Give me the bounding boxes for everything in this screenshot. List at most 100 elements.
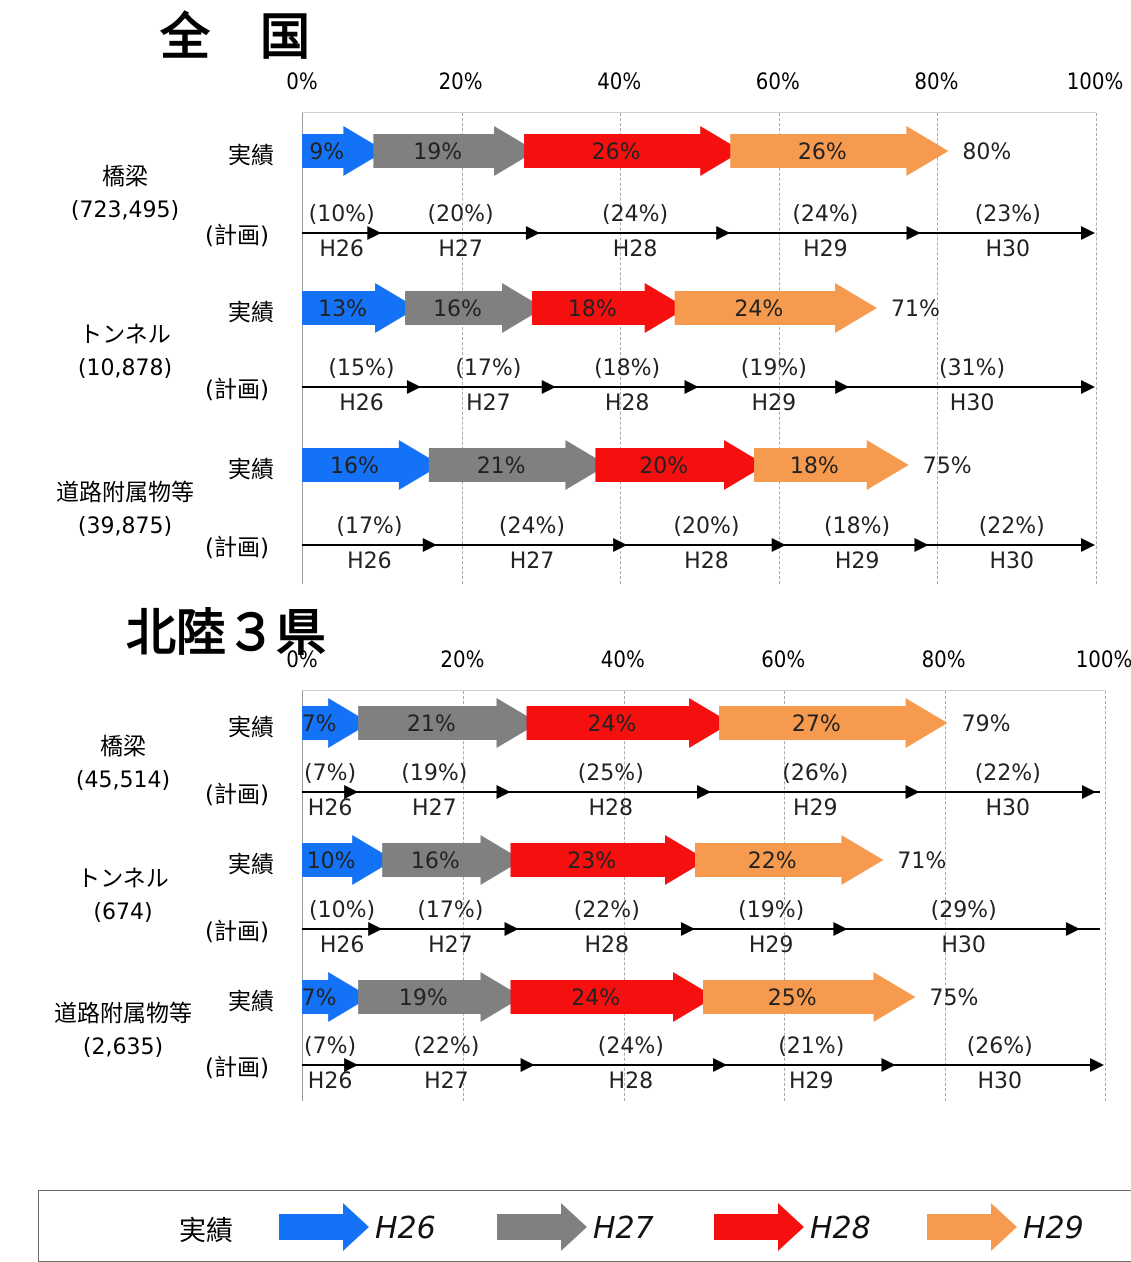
actual-arrow-h28 [524,126,743,176]
plan-value-label: (17%) [417,898,483,923]
legend-item-label: H27 [593,1211,654,1246]
category-name: 橋梁 [102,164,148,190]
plan-value-label: (22%) [975,761,1041,786]
legend-swatch-h26 [279,1203,369,1251]
plan-year-label: H26 [319,237,364,262]
plan-arrow-head [680,922,695,936]
category-name: 道路附属物等 [54,1001,192,1027]
gridline [461,113,463,584]
actual-value-label: 21% [477,454,526,479]
actual-arrow-h27 [358,972,523,1022]
plan-year-label: H26 [347,549,392,574]
row-label-actual: 実績 [228,300,274,326]
plan-year-label: H30 [941,933,986,958]
legend-item-label: H28 [810,1211,871,1246]
plan-year-label: H27 [466,391,511,416]
actual-value-label: 16% [411,849,460,874]
plan-value-label: (19%) [741,356,807,381]
plan-arrow-head [344,1058,359,1072]
axis-tick-label: 0% [286,648,318,673]
plan-value-label: (23%) [975,202,1041,227]
plan-arrow-head [520,1058,535,1072]
actual-arrow-h26 [302,972,371,1022]
actual-value-label: 16% [330,454,379,479]
plan-value-label: (21%) [778,1034,844,1059]
actual-value-label: 7% [302,986,337,1011]
legend: 実績 H26 H27 H28 H29 [38,1190,1131,1262]
actual-arrow-h27 [358,698,539,748]
actual-arrow-h27 [373,126,537,176]
plan-arrow-head [905,785,920,799]
plan-arrow-head [1065,922,1080,936]
actual-arrow-h27 [428,440,608,490]
row-label-plan: (計画) [205,782,269,808]
actual-value-label: 23% [567,849,616,874]
legend-item-label: H29 [1023,1211,1084,1246]
plan-value-label: (29%) [931,898,997,923]
row-label-actual: 実績 [228,852,274,878]
row-label-plan: (計画) [205,377,269,403]
row-label-plan: (計画) [205,535,269,561]
actual-value-label: 7% [302,712,337,737]
actual-arrow-h28 [595,440,767,490]
category-name: 橋梁 [100,734,146,760]
plan-year-label: H26 [308,1069,353,1094]
row-label-actual: 実績 [228,989,274,1015]
plan-value-label: (24%) [792,202,858,227]
row-label-actual: 実績 [228,143,274,169]
plan-value-label: (18%) [824,514,890,539]
actual-arrow-h29 [694,835,884,885]
actual-value-label: 27% [792,712,841,737]
category-label: 道路附属物等 (2,635) [28,997,218,1065]
plan-value-label: (26%) [782,761,848,786]
category-name: 道路附属物等 [56,480,194,506]
axis-tick-label: 20% [438,70,483,95]
plan-value-label: (10%) [309,202,375,227]
actual-total-label: 75% [923,454,972,479]
plan-year-label: H26 [320,933,365,958]
actual-arrow-h26 [302,126,386,176]
plan-arrow-head [906,226,921,240]
gridline [944,691,946,1101]
plan-value-label: (24%) [598,1034,664,1059]
plan-year-label: H30 [977,1069,1022,1094]
plan-value-label: (31%) [939,356,1005,381]
plan-value-label: (15%) [328,356,394,381]
axis-tick-label: 60% [755,70,800,95]
plan-year-label: H26 [308,796,353,821]
plan-arrow-head [1081,380,1095,394]
plan-value-label: (7%) [304,1034,356,1059]
plan-arrow-head [835,380,850,394]
plan-arrow-head [504,922,519,936]
legend-label: 実績 [179,1216,233,1247]
actual-value-label: 20% [639,454,688,479]
actual-value-label: 24% [734,297,783,322]
plan-value-label: (19%) [401,761,467,786]
actual-value-label: 26% [798,140,847,165]
actual-arrow-h26 [302,835,395,885]
plan-year-label: H30 [989,549,1034,574]
actual-value-label: 24% [571,986,620,1011]
gridline [620,113,622,584]
gridline [784,691,786,1101]
actual-arrow-h29 [754,440,909,490]
actual-arrow-h26 [302,698,371,748]
actual-total-label: 80% [962,140,1011,165]
category-count: (723,495) [70,198,180,223]
gridline [623,691,625,1101]
actual-value-label: 25% [768,986,817,1011]
plot-area [302,112,1097,584]
actual-value-label: 18% [568,297,617,322]
plan-arrow-head [697,785,712,799]
category-label: 道路附属物等 (39,875) [30,476,220,544]
axis-tick-label: 100% [1066,70,1124,95]
actual-total-label: 71% [897,849,946,874]
actual-arrow-h29 [674,283,878,333]
actual-value-label: 19% [399,986,448,1011]
actual-arrow-h27 [405,283,544,333]
plan-value-label: (10%) [309,898,375,923]
axis-tick-label: 80% [921,648,966,673]
actual-arrow-h28 [531,283,687,333]
